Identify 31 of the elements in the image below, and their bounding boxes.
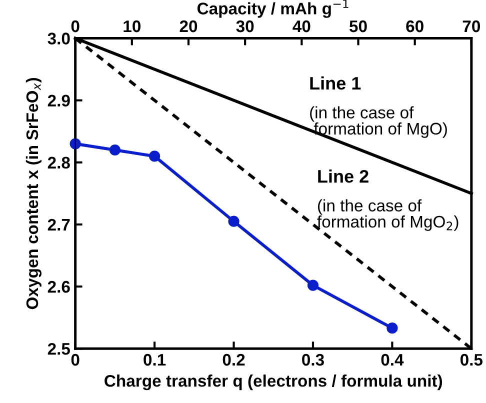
x-tick-label: 0.5 [460, 354, 483, 366]
y-tick-label: 2.6 [48, 280, 70, 293]
x2-tick-label: 50 [349, 20, 367, 32]
annotation: (in the case of formation of MgO) [310, 106, 447, 138]
x-tick-label: 0 [71, 354, 80, 366]
y-tick-label: 2.8 [48, 156, 70, 169]
annotation: (in the case of formation of MgO$_{2}$) [317, 199, 458, 231]
x-tick-label: 0.3 [302, 354, 324, 366]
y-tick-label: 2.5 [48, 342, 70, 355]
y-axis-title: Oxygen content x (in SrFeO$_{x}$) [26, 78, 42, 310]
point [109, 144, 120, 156]
x-tick-label: 0.1 [144, 354, 166, 366]
x2-tick-label: 70 [462, 20, 480, 32]
x2-tick-label: 30 [236, 20, 254, 32]
x2-tick-label: 40 [292, 20, 310, 32]
point [228, 216, 240, 227]
x-tick-label: 0.2 [222, 354, 245, 366]
x2-tick-label: 0 [71, 20, 80, 32]
x2-tick-label: 60 [406, 20, 424, 32]
x-tick-label: 0.4 [381, 354, 404, 366]
x2-tick-label: 20 [180, 20, 198, 32]
y-tick-label: 2.7 [48, 218, 70, 231]
y-tick-label: 3.0 [48, 32, 70, 45]
x2-tick-label: 10 [124, 20, 140, 32]
annotation: Line 2 [318, 170, 368, 183]
point [148, 150, 160, 162]
y-tick-label: 2.9 [48, 94, 70, 107]
x-axis-title: Charge transfer q (electrons / formula unit) [104, 374, 442, 390]
annotation: Line 1 [310, 76, 361, 90]
point [307, 280, 319, 291]
point [386, 322, 398, 334]
